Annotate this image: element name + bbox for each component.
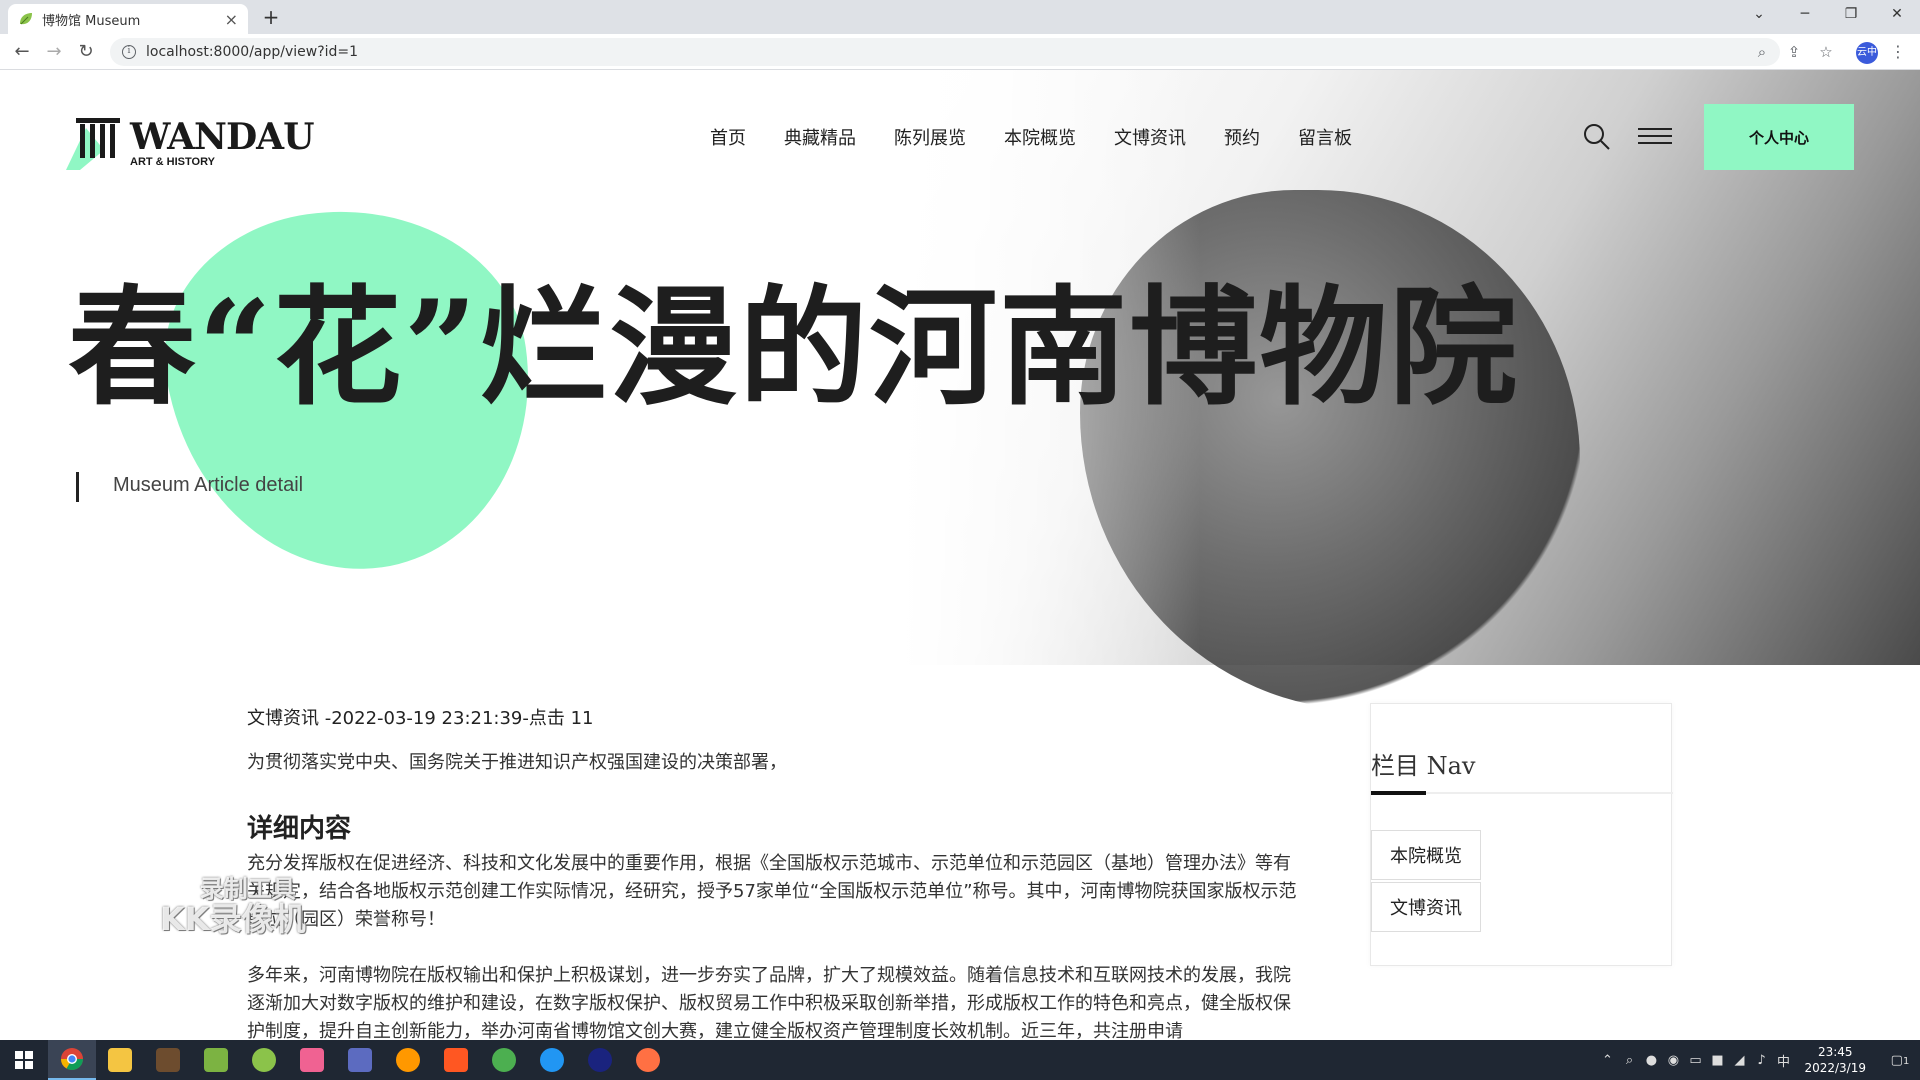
app-icon-blue-circle[interactable] bbox=[528, 1040, 576, 1080]
sidebar-item-news[interactable]: 文博资讯 bbox=[1371, 882, 1481, 932]
search-app-icon[interactable] bbox=[384, 1040, 432, 1080]
browser-toolbar: ← → ↻ i localhost:8000/app/view?id=1 ⌕ ⇪… bbox=[0, 34, 1920, 70]
show-hidden-icons-icon[interactable]: ⌃ bbox=[1602, 1052, 1613, 1068]
profile-avatar[interactable]: 云中 bbox=[1856, 42, 1878, 64]
nav-guestbook[interactable]: 留言板 bbox=[1298, 128, 1352, 149]
tray-search-icon[interactable]: ⌕ bbox=[1625, 1052, 1634, 1068]
section-heading: 详细内容 bbox=[247, 814, 352, 844]
main-nav: 首页 典藏精品 陈列展览 本院概览 文博资讯 预约 留言板 bbox=[710, 124, 1390, 150]
search-icon[interactable] bbox=[1580, 120, 1612, 152]
new-tab-button[interactable]: + bbox=[262, 5, 280, 29]
system-tray: ⌃ ⌕ ● ◉ ▭ ■ ◢ ♪ 中 23:45 2022/3/19 ▢1 bbox=[1596, 1040, 1920, 1080]
sidebar-title: 栏目 Nav bbox=[1371, 752, 1476, 780]
file-explorer-icon[interactable] bbox=[96, 1040, 144, 1080]
sidebar-panel: 栏目 Nav 本院概览 文博资讯 bbox=[1370, 703, 1673, 966]
sidebar-divider bbox=[1371, 792, 1673, 794]
tab-title: 博物馆 Museum bbox=[42, 13, 141, 29]
page-subtitle: Museum Article detail bbox=[113, 474, 304, 496]
clock-date: 2022/3/19 bbox=[1804, 1061, 1866, 1075]
subtitle-divider bbox=[76, 472, 79, 502]
app-icon-mountain[interactable] bbox=[336, 1040, 384, 1080]
browser-tab[interactable]: 博物馆 Museum × bbox=[8, 4, 248, 34]
nav-collection[interactable]: 典藏精品 bbox=[784, 128, 856, 149]
app-icon-tiger[interactable] bbox=[144, 1040, 192, 1080]
battery-icon[interactable]: ▭ bbox=[1689, 1052, 1702, 1068]
browser-tab-strip: 博物馆 Museum × + ⌄ ─ ❐ ✕ bbox=[0, 0, 1920, 34]
tray-app-icon[interactable]: ◉ bbox=[1667, 1052, 1680, 1068]
nav-overview[interactable]: 本院概览 bbox=[1004, 128, 1076, 149]
restore-button[interactable]: ❐ bbox=[1844, 6, 1858, 22]
site-info-icon[interactable]: i bbox=[122, 45, 136, 59]
share-icon[interactable]: ⇪ bbox=[1787, 43, 1801, 61]
notification-count: 1 bbox=[1902, 1055, 1910, 1067]
nav-home[interactable]: 首页 bbox=[710, 128, 746, 149]
sidebar-item-overview[interactable]: 本院概览 bbox=[1371, 830, 1481, 880]
notepad-app-icon[interactable] bbox=[192, 1040, 240, 1080]
clock[interactable]: 23:45 2022/3/19 bbox=[1804, 1044, 1866, 1076]
address-bar[interactable]: i localhost:8000/app/view?id=1 bbox=[110, 38, 1780, 66]
notification-center-icon[interactable]: ▢1 bbox=[1890, 1052, 1910, 1068]
url-text[interactable]: localhost:8000/app/view?id=1 bbox=[146, 44, 359, 60]
taskbar: ⌃ ⌕ ● ◉ ▭ ■ ◢ ♪ 中 23:45 2022/3/19 ▢1 bbox=[0, 1040, 1920, 1080]
browser-menu-icon[interactable]: ⋮ bbox=[1890, 42, 1906, 61]
tab-search-icon[interactable]: ⌄ bbox=[1753, 6, 1765, 22]
windows-start-icon[interactable] bbox=[0, 1040, 48, 1080]
hamburger-menu-icon[interactable] bbox=[1638, 128, 1672, 148]
clock-time: 23:45 bbox=[1817, 1045, 1853, 1059]
forward-icon[interactable]: → bbox=[46, 41, 62, 62]
article-paragraph: 充分发挥版权在促进经济、科技和文化发展中的重要作用，根据《全国版权示范城市、示范… bbox=[247, 853, 1297, 930]
article-paragraph: 多年来，河南博物院在版权输出和保护上积极谋划，进一步夯实了品牌，扩大了规模效益。… bbox=[247, 965, 1291, 1040]
user-center-button[interactable]: 个人中心 bbox=[1704, 104, 1854, 170]
app-icon-dark-blue[interactable] bbox=[576, 1040, 624, 1080]
ime-indicator[interactable]: 中 bbox=[1776, 1054, 1790, 1070]
logo-wordmark: WANDAU bbox=[130, 116, 315, 158]
nav-reservation[interactable]: 预约 bbox=[1224, 128, 1260, 149]
logo-tagline: ART & HISTORY bbox=[130, 156, 215, 168]
minimize-button[interactable]: ─ bbox=[1800, 6, 1810, 22]
site-logo[interactable]: WANDAU ART & HISTORY bbox=[66, 100, 315, 180]
nav-news[interactable]: 文博资讯 bbox=[1114, 128, 1186, 149]
sidebar-title-underline bbox=[1371, 791, 1426, 795]
tray-wechat-icon[interactable]: ● bbox=[1645, 1052, 1658, 1068]
leaf-favicon-icon bbox=[18, 11, 34, 27]
web-page: WANDAU ART & HISTORY 首页 典藏精品 陈列展览 本院概览 文… bbox=[0, 70, 1920, 1040]
bookmark-star-icon[interactable]: ☆ bbox=[1819, 43, 1833, 61]
network-icon[interactable]: ◢ bbox=[1734, 1052, 1745, 1068]
app-icon-pink[interactable] bbox=[288, 1040, 336, 1080]
article-lead: 为贯彻落实党中央、国务院关于推进知识产权强国建设的决策部署， bbox=[247, 752, 787, 773]
zoom-icon[interactable]: ⌕ bbox=[1757, 43, 1767, 61]
article-meta: 文博资讯 -2022-03-19 23:21:39-点击 11 bbox=[247, 708, 594, 729]
volume-icon[interactable]: ♪ bbox=[1757, 1052, 1766, 1068]
page-title: 春“花”烂漫的河南博物院 bbox=[68, 273, 1520, 423]
app-icon-green-leaf[interactable] bbox=[240, 1040, 288, 1080]
reload-icon[interactable]: ↻ bbox=[78, 41, 94, 62]
close-window-button[interactable]: ✕ bbox=[1891, 6, 1903, 22]
tray-green-icon[interactable]: ■ bbox=[1711, 1052, 1724, 1068]
tab-close-icon[interactable]: × bbox=[224, 9, 238, 29]
app-icon-orange[interactable] bbox=[432, 1040, 480, 1080]
nav-exhibitions[interactable]: 陈列展览 bbox=[894, 128, 966, 149]
back-icon[interactable]: ← bbox=[14, 41, 30, 62]
column-logo-icon bbox=[66, 118, 120, 170]
recorder-watermark: 录制工具 KK录像机 bbox=[160, 875, 306, 939]
app-icon-recorder[interactable] bbox=[624, 1040, 672, 1080]
chrome-app-icon[interactable] bbox=[48, 1040, 96, 1080]
wechat-app-icon[interactable] bbox=[480, 1040, 528, 1080]
